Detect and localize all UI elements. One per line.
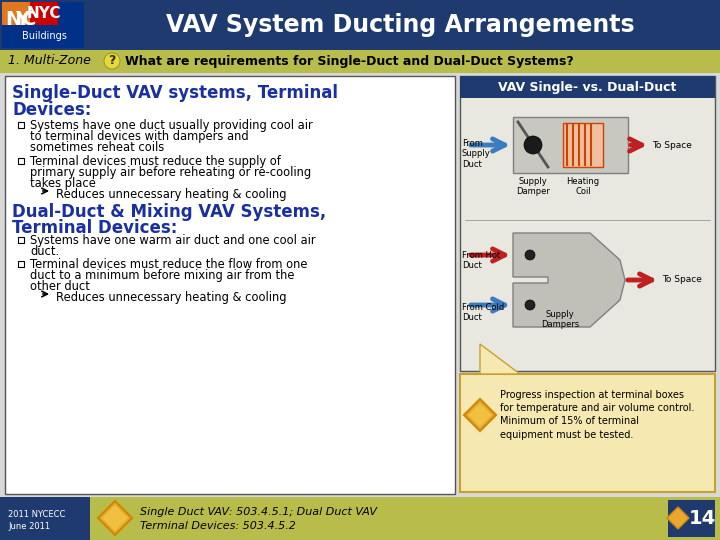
- Polygon shape: [480, 344, 520, 374]
- Text: N: N: [5, 10, 22, 29]
- Text: other duct: other duct: [30, 280, 90, 293]
- Bar: [460, 374, 715, 492]
- Bar: [30, 2, 58, 25]
- Polygon shape: [468, 403, 492, 427]
- Circle shape: [525, 250, 535, 260]
- Text: Y: Y: [15, 10, 29, 29]
- Bar: [4, 4, 32, 46]
- Text: Terminal Devices: 503.4.5.2: Terminal Devices: 503.4.5.2: [140, 521, 296, 531]
- Polygon shape: [667, 507, 689, 529]
- Polygon shape: [98, 501, 132, 535]
- Text: primary supply air before reheating or re-cooling: primary supply air before reheating or r…: [30, 166, 311, 179]
- Bar: [58, 2, 84, 25]
- Bar: [563, 123, 603, 167]
- Bar: [0, 497, 720, 540]
- Text: 14: 14: [688, 509, 716, 528]
- Text: NYC: NYC: [27, 6, 61, 22]
- Text: Reduces unnecessary heating & cooling: Reduces unnecessary heating & cooling: [56, 291, 287, 304]
- Text: From Hot
Duct: From Hot Duct: [462, 251, 500, 271]
- Text: June 2011: June 2011: [8, 522, 50, 531]
- Text: ?: ?: [108, 55, 116, 68]
- Bar: [18, 158, 24, 164]
- Text: Dual-Duct & Mixing VAV Systems,: Dual-Duct & Mixing VAV Systems,: [12, 203, 326, 221]
- Bar: [668, 500, 715, 537]
- Circle shape: [104, 53, 120, 69]
- Text: VAV System Ducting Arrangements: VAV System Ducting Arrangements: [166, 13, 634, 37]
- Text: Terminal Devices:: Terminal Devices:: [12, 219, 177, 237]
- Text: To Space: To Space: [662, 275, 702, 285]
- Polygon shape: [464, 399, 496, 431]
- Circle shape: [525, 300, 535, 310]
- Bar: [0, 0, 90, 50]
- Text: duct to a minimum before mixing air from the: duct to a minimum before mixing air from…: [30, 269, 294, 282]
- Bar: [0, 73, 720, 497]
- Text: Buildings: Buildings: [22, 31, 66, 41]
- Bar: [5, 76, 455, 494]
- Text: Terminal devices must reduce the flow from one: Terminal devices must reduce the flow fr…: [30, 258, 307, 271]
- Polygon shape: [513, 233, 625, 327]
- Text: Heating
Coil: Heating Coil: [567, 177, 600, 197]
- Bar: [513, 117, 628, 173]
- Text: C: C: [22, 10, 37, 29]
- Text: takes place: takes place: [30, 177, 96, 190]
- Text: 1. Multi-Zone: 1. Multi-Zone: [8, 55, 91, 68]
- Text: Single-Duct VAV systems, Terminal: Single-Duct VAV systems, Terminal: [12, 84, 338, 102]
- Circle shape: [524, 136, 542, 154]
- Bar: [2, 25, 84, 48]
- Bar: [18, 122, 24, 128]
- Text: duct.: duct.: [30, 245, 59, 258]
- Text: Systems have one warm air duct and one cool air: Systems have one warm air duct and one c…: [30, 234, 315, 247]
- Text: Devices:: Devices:: [12, 101, 91, 119]
- Bar: [18, 237, 24, 243]
- Bar: [0, 0, 720, 50]
- Text: To Space: To Space: [652, 140, 692, 150]
- Text: VAV Single- vs. Dual-Duct: VAV Single- vs. Dual-Duct: [498, 80, 677, 93]
- Text: to terminal devices with dampers and: to terminal devices with dampers and: [30, 130, 248, 143]
- Text: Supply
Damper: Supply Damper: [516, 177, 550, 197]
- Text: Supply
Dampers: Supply Dampers: [541, 310, 579, 329]
- Bar: [460, 76, 715, 98]
- Bar: [2, 2, 30, 25]
- Text: Single Duct VAV: 503.4.5.1; Dual Duct VAV: Single Duct VAV: 503.4.5.1; Dual Duct VA…: [140, 507, 377, 517]
- Bar: [460, 76, 715, 371]
- Text: Progress inspection at terminal boxes
for temperature and air volume control.
Mi: Progress inspection at terminal boxes fo…: [500, 390, 694, 440]
- Text: Systems have one duct usually providing cool air: Systems have one duct usually providing …: [30, 119, 312, 132]
- Text: From
Supply
Duct: From Supply Duct: [462, 139, 491, 169]
- Polygon shape: [102, 505, 128, 531]
- Text: 2011 NYCECC: 2011 NYCECC: [8, 510, 66, 519]
- Text: Reduces unnecessary heating & cooling: Reduces unnecessary heating & cooling: [56, 188, 287, 201]
- Bar: [2, 2, 84, 48]
- Bar: [0, 497, 90, 540]
- Text: What are requirements for Single-Duct and Dual-Duct Systems?: What are requirements for Single-Duct an…: [125, 55, 574, 68]
- Text: sometimes reheat coils: sometimes reheat coils: [30, 141, 164, 154]
- Text: Terminal devices must reduce the supply of: Terminal devices must reduce the supply …: [30, 155, 281, 168]
- Bar: [18, 261, 24, 267]
- Text: From Cold
Duct: From Cold Duct: [462, 303, 504, 322]
- Bar: [0, 50, 720, 73]
